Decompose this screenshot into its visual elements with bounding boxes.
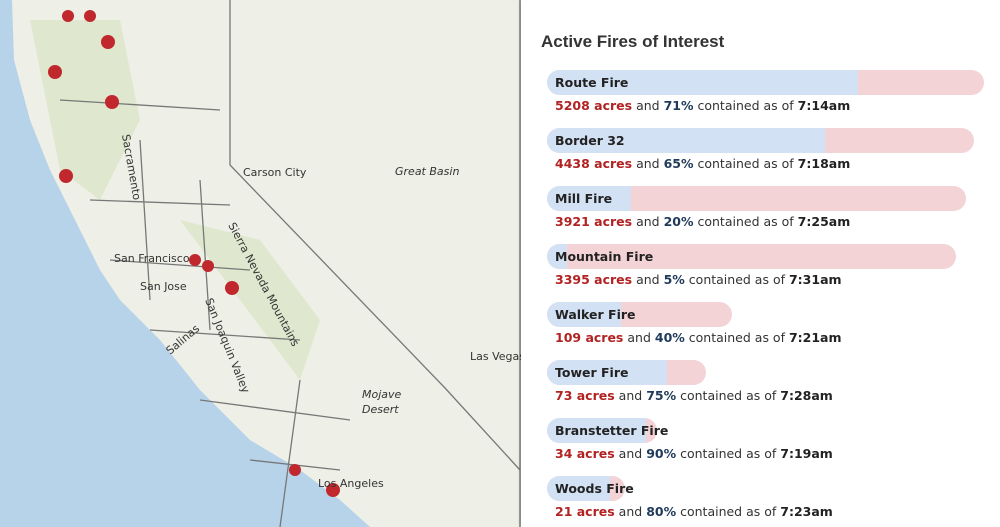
connector: and [636, 272, 660, 287]
contained-bar [547, 476, 610, 501]
connector: and [627, 330, 651, 345]
contained-bar [547, 244, 568, 269]
suffix: contained as of [697, 214, 794, 229]
fire-name: Route Fire [555, 75, 629, 90]
fire-name: Branstetter Fire [555, 423, 669, 438]
forest [30, 20, 140, 200]
fire-name: Mill Fire [555, 191, 613, 206]
connector: and [618, 388, 643, 403]
acres-label: 21 acres [555, 504, 615, 519]
time: 7:19am [780, 446, 833, 461]
acres-bar [547, 244, 957, 269]
fire-name: Tower Fire [555, 365, 629, 380]
time: 7:14am [797, 98, 851, 113]
time: 7:18am [797, 156, 851, 171]
acres-label: 73 acres [555, 388, 615, 403]
suffix: contained as of [680, 504, 777, 519]
acres-label: 5208 acres [555, 98, 633, 113]
map-label: Las Vegas [470, 350, 521, 363]
panel-title: Active Fires of Interest [541, 32, 725, 51]
suffix: contained as of [688, 272, 785, 287]
fire-name: Border 32 [555, 133, 625, 148]
connector: and [618, 446, 643, 461]
connector: and [618, 504, 643, 519]
map-label: San Francisco [114, 252, 190, 265]
fire-detail: 5208 acres and 71% contained as of 7:14a… [555, 98, 850, 113]
fire-name: Mountain Fire [555, 249, 654, 264]
map-label: Desert [362, 403, 399, 416]
connector: and [636, 214, 660, 229]
forest [180, 220, 320, 380]
fire-name: Walker Fire [555, 307, 636, 322]
map-label: Los Angeles [318, 477, 384, 490]
fire-detail: 73 acres and 75% contained as of 7:28am [555, 388, 833, 403]
contained-label: 40% [654, 330, 685, 345]
suffix: contained as of [688, 330, 785, 345]
ocean [0, 0, 370, 527]
contained-label: 80% [646, 504, 677, 519]
map-label: Great Basin [395, 165, 459, 178]
contained-bar [547, 360, 667, 385]
contained-bar [547, 418, 646, 443]
suffix: contained as of [680, 388, 777, 403]
suffix: contained as of [680, 446, 777, 461]
contained-bar [547, 302, 622, 327]
fire-detail: 4438 acres and 65% contained as of 7:18a… [555, 156, 850, 171]
contained-bar [547, 70, 858, 95]
contained-label: 5% [663, 272, 685, 287]
acres-bar [547, 186, 966, 211]
acres-bar [547, 128, 974, 153]
map: Carson City Great Basin San Francisco San J… [0, 0, 521, 527]
fire-detail: 3395 acres and 5% contained as of 7:31am [555, 272, 842, 287]
fire-detail: 109 acres and 40% contained as of 7:21am [555, 330, 842, 345]
fires-panel: Active Fires of Interest Route Fire 5208 … [521, 0, 1000, 527]
fire-name: Woods Fire [555, 481, 634, 496]
contained-label: 65% [663, 156, 694, 171]
acres-bar [547, 360, 707, 385]
fire-detail: 21 acres and 80% contained as of 7:23am [555, 504, 833, 519]
contained-bar [547, 186, 631, 211]
acres-label: 4438 acres [555, 156, 633, 171]
map-label: Mojave [362, 388, 402, 401]
map-label: San Jose [140, 280, 187, 293]
contained-label: 75% [646, 388, 677, 403]
time: 7:28am [780, 388, 833, 403]
contained-label: 90% [646, 446, 677, 461]
map-label: Carson City [243, 166, 307, 179]
acres-label: 3921 acres [555, 214, 633, 229]
acres-label: 3395 acres [555, 272, 633, 287]
contained-label: 20% [663, 214, 694, 229]
acres-label: 109 acres [555, 330, 624, 345]
contained-label: 71% [663, 98, 694, 113]
time: 7:31am [788, 272, 842, 287]
fire-detail: 3921 acres and 20% contained as of 7:25a… [555, 214, 850, 229]
time: 7:25am [797, 214, 851, 229]
acres-bar [547, 476, 626, 501]
fire-icons [48, 10, 340, 497]
time: 7:21am [788, 330, 842, 345]
suffix: contained as of [697, 98, 794, 113]
suffix: contained as of [697, 156, 794, 171]
acres-bar [547, 70, 985, 95]
fire-detail: 34 acres and 90% contained as of 7:19am [555, 446, 833, 461]
connector: and [636, 156, 660, 171]
acres-bar [547, 302, 733, 327]
contained-bar [547, 128, 825, 153]
acres-label: 34 acres [555, 446, 615, 461]
acres-bar [547, 418, 657, 443]
time: 7:23am [780, 504, 833, 519]
connector: and [636, 98, 660, 113]
